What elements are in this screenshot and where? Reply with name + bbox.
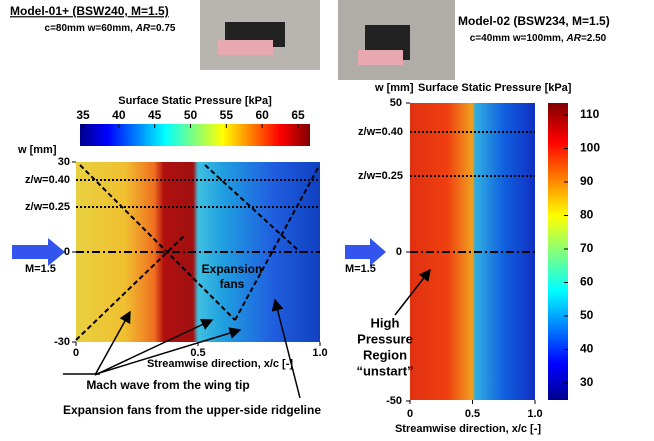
panel-title: Model-01+ (BSW240, M=1.5) [10, 4, 169, 18]
figure: Model-01+ (BSW240, M=1.5) c=80mm w=60mm, … [0, 0, 654, 441]
annotation: “unstart” [356, 363, 413, 378]
annotation: High [371, 315, 400, 330]
colorbar-tick-label: 90 [580, 174, 594, 188]
colorbar-tick-label: 40 [112, 108, 126, 122]
colorbar-tick-label: 35 [76, 108, 90, 122]
field-label: Expansion [202, 262, 263, 276]
colorbar-tick-label: 40 [580, 342, 594, 356]
subtitle-part: =0.75 [150, 23, 176, 34]
colorbar-tick-label: 60 [580, 275, 594, 289]
line-label: z/w=0.25 [25, 201, 70, 213]
colorbar-title: Surface Static Pressure [kPa] [418, 82, 572, 94]
subtitle-part: AR [565, 33, 581, 44]
y-tick-label: 50 [390, 97, 402, 109]
y-axis-label: w [mm] [17, 144, 57, 156]
line-label: z/w=0.40 [25, 174, 70, 186]
colorbar-tick-label: 55 [220, 108, 234, 122]
line-label: z/w=0.25 [358, 170, 403, 182]
annotation: Expansion fans from the upper-side ridge… [63, 403, 321, 417]
colorbar-tick-label: 50 [184, 108, 198, 122]
colorbar-tick-label: 50 [580, 308, 594, 322]
flow-arrow [12, 238, 65, 266]
x-tick-label: 1.0 [312, 347, 327, 359]
colorbar [80, 124, 310, 146]
colorbar-title: Surface Static Pressure [kPa] [118, 95, 272, 107]
y-axis-label: w [mm] [374, 82, 414, 94]
flow-label: M=1.5 [25, 263, 56, 275]
colorbar [548, 103, 568, 400]
x-tick-label: 0.5 [465, 408, 480, 420]
annotation: Mach wave from the wing tip [86, 378, 249, 392]
subtitle-part: c=40mm w=100mm, [470, 33, 567, 44]
colorbar-tick-label: 80 [580, 208, 594, 222]
colorbar-tick-label: 45 [148, 108, 162, 122]
y-tick-label: 0 [64, 246, 70, 258]
flow-arrow [345, 238, 386, 266]
y-tick-label: 0 [396, 246, 402, 258]
x-tick-label: 0 [73, 347, 79, 359]
x-axis-label: Streamwise direction, x/c [-] [147, 358, 293, 370]
subtitle-part: AR [135, 23, 151, 34]
field-label: fans [220, 277, 245, 291]
subtitle-part: c=80mm w=60mm, [45, 23, 136, 34]
colorbar-tick-label: 70 [580, 241, 594, 255]
model-image [358, 50, 403, 65]
panel-title: Model-02 (BSW234, M=1.5) [458, 14, 610, 28]
colorbar-tick-label: 30 [580, 375, 594, 389]
y-tick-label: 30 [58, 156, 70, 168]
subtitle: c=40mm w=100mm, AR=2.50 [470, 33, 607, 44]
y-tick-label: -30 [54, 336, 70, 348]
y-tick-label: -50 [386, 395, 402, 407]
annotation: Pressure [357, 331, 413, 346]
x-tick-label: 0 [407, 408, 413, 420]
annotation: Region [363, 347, 407, 362]
x-tick-label: 1.0 [527, 408, 542, 420]
flow-label: M=1.5 [345, 263, 376, 275]
line-label: z/w=0.40 [358, 126, 403, 138]
page: {"left": {"title": "Model-01+ (BSW240, M… [0, 0, 654, 441]
subtitle: c=80mm w=60mm, AR=0.75 [45, 23, 176, 34]
colorbar-tick-label: 110 [580, 107, 600, 121]
colorbar-tick-label: 100 [580, 141, 600, 155]
colorbar-tick-label: 60 [255, 108, 269, 122]
model-image [218, 40, 273, 55]
colorbar-tick-label: 65 [291, 108, 305, 122]
x-axis-label: Streamwise direction, x/c [-] [395, 423, 541, 435]
subtitle-part: =2.50 [581, 33, 607, 44]
